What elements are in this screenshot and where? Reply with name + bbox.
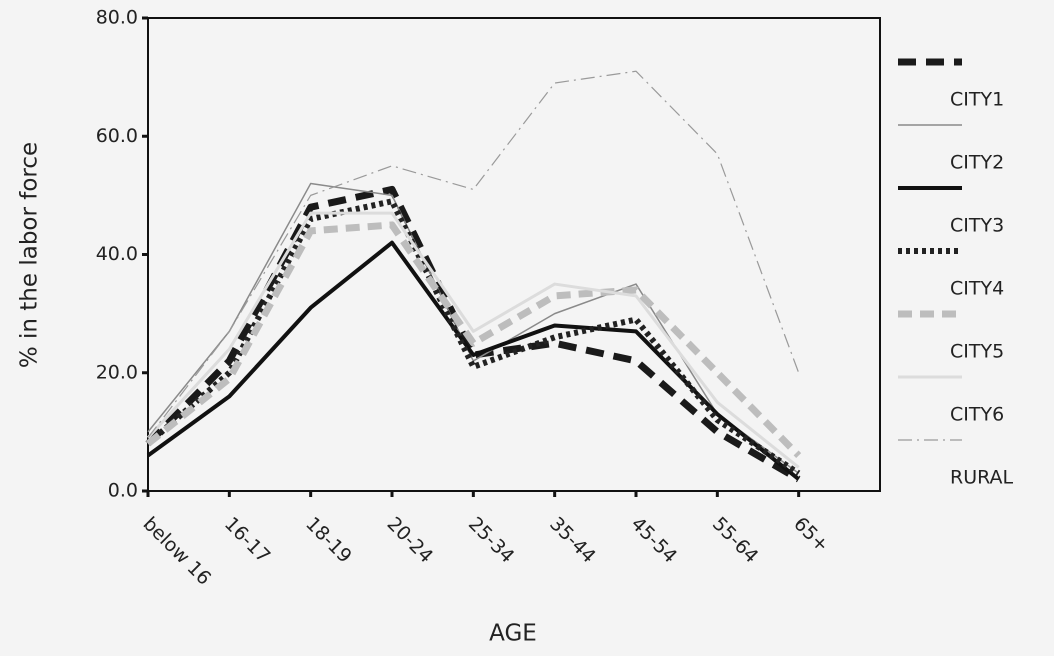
- y-axis-label: % in the labor force: [17, 142, 43, 368]
- x-tick-label: below 16: [139, 513, 216, 590]
- x-tick-label: 55-64: [708, 513, 763, 568]
- y-tick-label: 60.0: [96, 125, 138, 147]
- series-line: [146, 211, 800, 469]
- y-tick-label: 80.0: [96, 7, 138, 29]
- series-line: [145, 221, 802, 458]
- y-tick-label: 40.0: [96, 243, 138, 265]
- legend-label: CITY5: [950, 341, 1004, 363]
- x-tick-label: 16-17: [220, 513, 275, 568]
- plot-frame: [147, 17, 881, 492]
- legend-label: CITY1: [950, 89, 1004, 111]
- legend-label: CITY3: [950, 215, 1004, 237]
- legend-label: CITY4: [950, 278, 1004, 300]
- x-tick-label: 65+: [789, 513, 833, 557]
- legend-label: RURAL: [950, 467, 1014, 489]
- series-line: [145, 185, 801, 483]
- x-tick-label: 45-54: [627, 513, 682, 568]
- legend-label: CITY2: [950, 152, 1004, 174]
- x-axis-label: AGE: [489, 621, 537, 647]
- y-tick-label: 20.0: [96, 361, 138, 383]
- series-line: [147, 70, 800, 439]
- x-tick-label: 18-19: [301, 513, 356, 568]
- series-line: [146, 240, 800, 481]
- x-tick-label: 25-34: [464, 513, 519, 568]
- x-tick-label: 35-44: [545, 513, 600, 568]
- legend-label: CITY6: [950, 404, 1004, 426]
- x-tick-label: 20-24: [383, 513, 438, 568]
- y-tick-label: 0.0: [108, 480, 138, 502]
